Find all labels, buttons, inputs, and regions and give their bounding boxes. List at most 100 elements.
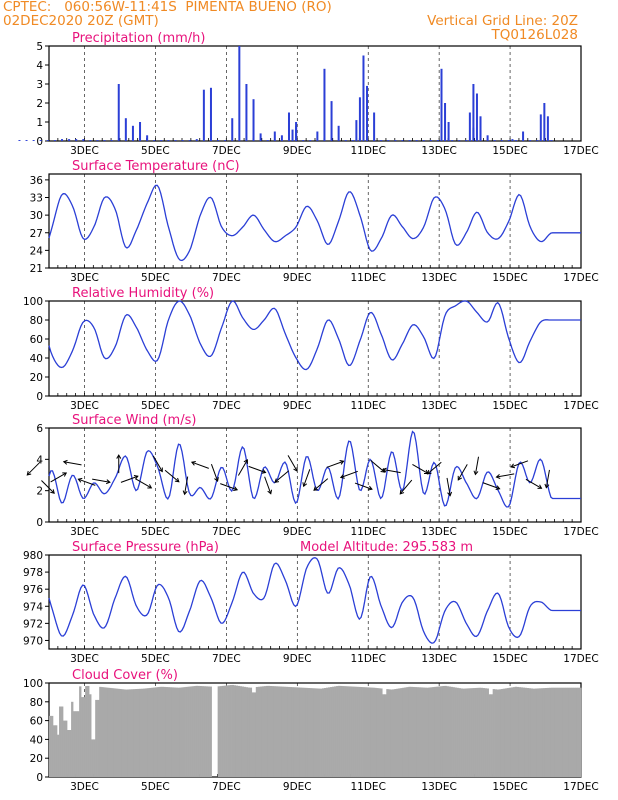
cloud-bar	[538, 688, 542, 777]
cloud-bar	[324, 687, 327, 777]
wind-arrow-head	[62, 459, 68, 465]
wind-arrow	[78, 478, 96, 486]
cloud-bar	[576, 687, 580, 777]
cloud-bar	[414, 687, 417, 777]
wind-arrow-head	[293, 467, 298, 472]
cloud-bar	[241, 686, 245, 777]
x-tick-label: 11DEC	[350, 526, 385, 538]
wind-arrow	[427, 461, 442, 475]
wind-arrow-head	[26, 470, 32, 476]
x-tick-label: 17DEC	[563, 653, 598, 665]
x-tick-label: 9DEC	[283, 781, 312, 793]
cloud-bar	[197, 685, 200, 777]
wind-arrow-head	[510, 463, 516, 469]
wind-arrow	[248, 465, 266, 473]
cloud-bar	[364, 687, 367, 777]
precip-bar	[394, 140, 397, 141]
x-tick-label: 7DEC	[212, 272, 241, 284]
precip-bar	[217, 140, 220, 141]
cloud-bar	[476, 687, 479, 777]
x-tick-label: 3DEC	[70, 145, 99, 157]
precip-bar	[32, 140, 35, 141]
precip-bar	[539, 114, 542, 141]
cloud-bar	[159, 686, 162, 777]
x-tick-label: 15DEC	[492, 526, 527, 538]
wind-arrow-head	[447, 491, 453, 497]
wind-arrow	[303, 469, 311, 487]
precip-bar	[351, 140, 354, 141]
precip-bar	[436, 140, 439, 141]
cloud-bar	[49, 715, 52, 777]
cloud-bar	[388, 689, 391, 777]
cloud-bar	[540, 688, 544, 777]
wind-arrow-head	[495, 474, 501, 479]
wind-arrow	[326, 460, 344, 468]
cloud-bar	[217, 686, 220, 777]
precip-bar	[96, 140, 99, 141]
wind-arrow	[184, 476, 189, 495]
x-tick-label: 13DEC	[421, 272, 456, 284]
cloud-bar	[91, 739, 94, 777]
x-tick-label: 5DEC	[141, 526, 170, 538]
y-tick-label: 27	[30, 228, 43, 240]
cloud-bar	[544, 687, 548, 777]
cloud-bar	[239, 686, 243, 777]
wind-arrow	[382, 469, 401, 474]
precip-bar	[68, 139, 71, 141]
wind-arrow	[264, 476, 272, 494]
precip-bar	[344, 140, 347, 141]
x-tick-label: 9DEC	[283, 400, 312, 412]
cloud-bar	[456, 687, 459, 777]
cloud-bar	[430, 687, 433, 777]
cloud-bar	[235, 685, 239, 777]
y-tick-label: 60	[30, 334, 43, 346]
wind-arrow-head	[339, 474, 345, 479]
cloud-bar	[283, 686, 287, 777]
cloud-bar	[436, 686, 439, 777]
x-tick-label: 3DEC	[70, 781, 99, 793]
cloud-bar	[237, 685, 241, 777]
cloud-bar	[261, 686, 265, 777]
series-line	[48, 300, 581, 371]
wind-arrow	[220, 483, 238, 491]
wind-arrow-head	[544, 483, 550, 489]
y-tick-label: 0	[36, 391, 43, 403]
precip-bar	[252, 99, 255, 141]
cloud-bar	[225, 685, 228, 777]
cloud-bar	[426, 687, 429, 777]
precip-bar	[139, 122, 142, 141]
series-line	[48, 430, 581, 508]
precip-bar	[546, 116, 549, 141]
wind-arrow-head	[473, 470, 479, 476]
wind-arrow-head	[50, 489, 55, 494]
wind-arrow-head	[116, 454, 122, 459]
precip-bar	[25, 140, 28, 141]
x-tick-label: 15DEC	[492, 145, 527, 157]
wind-arrow	[152, 455, 163, 472]
cloud-bar	[444, 685, 447, 777]
cloud-bar	[510, 687, 514, 777]
cloud-bar	[167, 687, 170, 777]
precip-bar	[273, 131, 276, 141]
x-tick-label: 17DEC	[563, 526, 598, 538]
cloud-bar	[390, 689, 393, 777]
cloud-bar	[516, 686, 520, 777]
wind-arrow-head	[77, 477, 83, 483]
wind-arrow	[510, 460, 529, 468]
x-tick-label: 15DEC	[492, 400, 527, 412]
cloud-bar	[115, 688, 118, 777]
precip-bar	[486, 135, 489, 141]
cloud-bar	[412, 686, 415, 777]
cloud-bar	[472, 688, 475, 777]
x-tick-label: 5DEC	[141, 400, 170, 412]
y-tick-label: 2	[36, 98, 43, 110]
x-tick-label: 7DEC	[212, 526, 241, 538]
x-tick-label: 5DEC	[141, 272, 170, 284]
cloud-bar	[79, 686, 82, 777]
precip-bar	[465, 140, 468, 141]
cloud-bar	[448, 686, 451, 777]
cloud-bar	[558, 687, 562, 777]
x-tick-label: 11DEC	[350, 653, 385, 665]
cloud-bar	[570, 687, 574, 777]
cloud-bar	[462, 688, 465, 777]
